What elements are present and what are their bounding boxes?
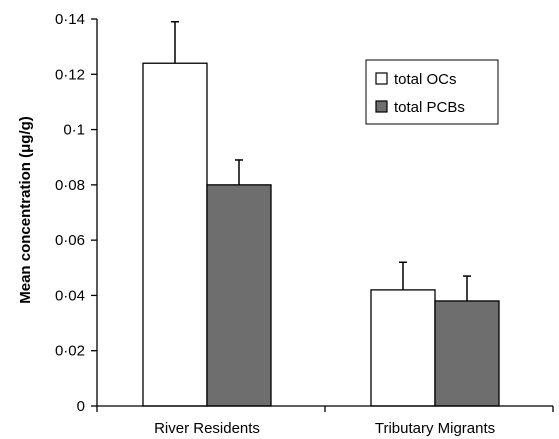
legend-swatch-total-pcbs (375, 100, 388, 113)
y-tick-label: 0·08 (55, 177, 85, 194)
legend-label-total-ocs: total OCs (394, 71, 457, 88)
bar (370, 289, 436, 407)
y-tick-label: 0·04 (55, 287, 85, 304)
legend-swatch-total-ocs (375, 72, 388, 85)
x-category-label: Tributary Migrants (375, 420, 495, 437)
legend: total OCs total PCBs (365, 59, 499, 125)
y-tick-label: 0·1 (63, 122, 85, 139)
y-tick-label: 0·02 (55, 343, 85, 360)
y-tick-label: 0·14 (55, 11, 85, 28)
bar (434, 300, 500, 407)
y-tick-label: 0·06 (55, 232, 85, 249)
y-tick-label: 0 (77, 398, 85, 415)
x-category-label: River Residents (154, 420, 260, 437)
legend-box (365, 59, 499, 125)
bar (142, 62, 208, 407)
legend-label-total-pcbs: total PCBs (394, 99, 465, 116)
y-axis-title: Mean concentration (μg/g) (17, 116, 34, 304)
y-tick-label: 0·12 (55, 66, 85, 83)
bar (206, 184, 272, 407)
axes-layer: 0 0·02 0·04 0·06 0·08 0·1 0·12 0·14 River Reside… (55, 11, 554, 437)
